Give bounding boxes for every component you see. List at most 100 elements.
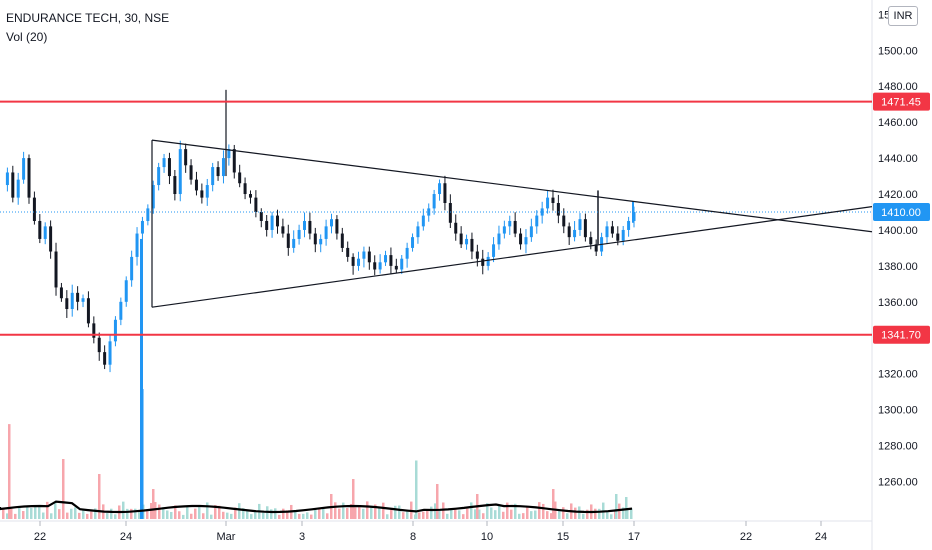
candle-body xyxy=(92,323,96,338)
volume-bar xyxy=(526,506,529,519)
candle-body xyxy=(378,262,382,270)
volume-bar xyxy=(306,512,309,519)
volume-bar xyxy=(522,513,525,519)
candle-body xyxy=(5,172,9,186)
volume-bar xyxy=(150,502,153,519)
volume-bar xyxy=(262,512,265,519)
triangle-upper-trendline[interactable] xyxy=(151,139,873,233)
candle-body xyxy=(551,197,555,204)
volume-bar xyxy=(178,511,181,519)
volume-bar xyxy=(14,513,17,519)
candle-body xyxy=(465,238,469,245)
volume-bar xyxy=(110,508,113,519)
candle-body xyxy=(448,203,452,223)
volume-bar xyxy=(314,508,317,519)
volume-bar xyxy=(230,513,233,519)
candle-body xyxy=(194,179,198,191)
candle-body xyxy=(124,280,128,302)
volume-bar xyxy=(242,508,245,519)
triangle-lower-trendline[interactable] xyxy=(151,206,873,308)
currency-button[interactable]: INR xyxy=(888,6,918,26)
candle-body xyxy=(157,167,161,186)
volume-bar xyxy=(134,508,137,519)
volume-spike-bar xyxy=(140,238,143,519)
candle-body xyxy=(119,301,123,320)
volume-bar xyxy=(310,514,313,519)
candle-body xyxy=(567,226,571,238)
volume-bar xyxy=(502,511,505,519)
volume-bar xyxy=(70,508,73,519)
volume-bar xyxy=(158,504,161,519)
candle-body xyxy=(238,172,242,184)
x-tick-label: 22 xyxy=(34,531,46,543)
volume-bar xyxy=(418,512,421,519)
volume-bar xyxy=(446,513,449,519)
candle-body xyxy=(108,341,112,365)
volume-bar xyxy=(352,479,355,519)
candle-body xyxy=(373,262,377,270)
candle-body xyxy=(178,149,182,195)
candle-body xyxy=(411,237,415,248)
volume-indicator-label[interactable]: Vol (20) xyxy=(6,30,48,44)
volume-bar xyxy=(152,489,155,519)
candle-body xyxy=(162,158,166,168)
volume-bar xyxy=(54,501,57,519)
candle-body xyxy=(357,258,361,266)
volume-bar xyxy=(430,506,433,519)
volume-bar xyxy=(218,505,221,519)
volume-bar xyxy=(442,502,445,519)
volume-bar xyxy=(2,508,5,519)
candle-body xyxy=(265,220,269,230)
candle-body xyxy=(140,220,144,234)
candle-body xyxy=(589,237,593,245)
volume-bar xyxy=(494,510,497,519)
volume-bar xyxy=(38,507,41,519)
candle-body xyxy=(340,233,344,248)
candle-body xyxy=(497,233,501,245)
volume-bar xyxy=(378,507,381,519)
volume-bar xyxy=(222,511,225,519)
chart-title: ENDURANCE TECH, 30, NSE xyxy=(6,11,170,25)
candle-body xyxy=(627,220,631,230)
x-tick-label: 24 xyxy=(120,531,132,543)
candle-body xyxy=(248,194,252,198)
volume-bar xyxy=(322,507,325,519)
candle-body xyxy=(594,244,598,252)
volume-bar xyxy=(122,501,125,519)
volume-bar xyxy=(78,512,81,519)
volume-bar xyxy=(234,507,237,519)
volume-bar xyxy=(174,505,177,519)
y-tick-label: 1380.00 xyxy=(878,261,918,273)
volume-bar xyxy=(546,511,549,519)
volume-bar xyxy=(22,511,25,519)
candle-body xyxy=(49,226,53,252)
volume-bar xyxy=(86,513,89,519)
volume-bar xyxy=(538,502,541,519)
candle-body xyxy=(151,185,155,209)
volume-bar xyxy=(630,508,633,519)
volume-bar xyxy=(550,513,553,519)
volume-bar xyxy=(594,508,597,519)
volume-bar xyxy=(574,507,577,519)
candle-body xyxy=(470,238,474,252)
volume-bar xyxy=(146,511,149,519)
candle-body xyxy=(97,337,101,353)
volume-bar xyxy=(362,508,365,519)
volume-bar xyxy=(186,506,189,519)
volume-bar xyxy=(406,510,409,519)
candle-body xyxy=(59,287,63,299)
volume-bar xyxy=(382,502,385,519)
candle-body xyxy=(270,215,274,230)
volume-bar xyxy=(206,502,209,519)
candle-body xyxy=(610,226,614,234)
y-tick-label: 1360.00 xyxy=(878,297,918,309)
candle-body xyxy=(54,251,58,288)
candle-body xyxy=(573,229,577,238)
candle-body xyxy=(243,183,247,195)
volume-bar xyxy=(250,514,253,519)
volume-bar xyxy=(458,510,461,519)
candle-body xyxy=(259,211,263,221)
volume-spike-bar xyxy=(415,460,418,519)
x-tick-label: 3 xyxy=(299,531,305,543)
candle-body xyxy=(535,215,539,227)
